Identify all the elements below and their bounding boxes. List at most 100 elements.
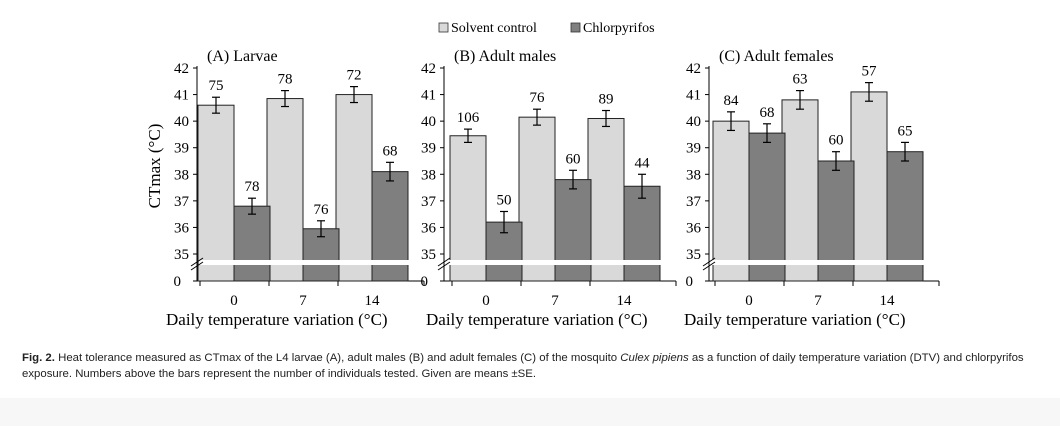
bar-solvent-control: [587, 117, 625, 282]
y-tick-label: 37: [174, 194, 190, 210]
x-axis-label: Daily temperature variation (°C): [166, 310, 388, 329]
y-tick-label: 35: [686, 247, 701, 263]
axis-break-band: [199, 260, 424, 265]
y-tick-label: 38: [174, 167, 189, 183]
n-label: 68: [760, 105, 775, 121]
x-tick-label: 0: [745, 293, 753, 309]
y-tick-label-zero: 0: [421, 274, 429, 290]
y-tick-label: 39: [686, 141, 701, 157]
chart-panel-1: 35 36 37 38 39 40 41 42 0 (B) Adult males 106 76 89 5…: [421, 48, 677, 329]
n-label: 63: [793, 72, 808, 88]
n-label: 89: [599, 92, 614, 108]
n-label: 106: [457, 110, 480, 126]
n-label: 68: [383, 143, 398, 159]
legend-swatch-solvent-control: [438, 22, 449, 33]
bar-chlorpyrifos: [886, 151, 924, 282]
n-label: 76: [314, 202, 330, 218]
caption-text-after: as a function of daily temperature varia…: [22, 352, 1024, 380]
y-tick-label: 35: [174, 247, 189, 263]
y-tick-label: 40: [174, 114, 189, 130]
y-tick-label: 39: [421, 141, 436, 157]
y-tick-label: 42: [421, 61, 436, 77]
bar-solvent-control: [781, 99, 819, 282]
axis-break-mark: [190, 257, 204, 267]
bar-solvent-control: [266, 98, 304, 282]
y-tick-label: 35: [421, 247, 436, 263]
y-tick-label: 41: [174, 88, 189, 104]
panel-title: (A) Larvae: [207, 48, 278, 65]
bar-solvent-control: [712, 120, 750, 282]
caption-text-before: Heat tolerance measured as CTmax of the …: [58, 352, 618, 364]
panel-title: (C) Adult females: [719, 48, 834, 65]
bar-solvent-control: [335, 94, 373, 282]
y-tick-label: 37: [421, 194, 437, 210]
n-label: 84: [724, 93, 740, 109]
bar-chlorpyrifos: [748, 132, 786, 282]
n-label: 57: [862, 64, 878, 80]
chart-legend: Solvent control Chlorpyrifos: [438, 21, 655, 36]
axis-break-band: [446, 260, 676, 265]
y-tick-label: 36: [686, 220, 702, 236]
axis-break-band: [711, 260, 939, 265]
y-tick-label: 38: [421, 167, 436, 183]
y-tick-label: 39: [174, 141, 189, 157]
n-label: 75: [209, 78, 224, 94]
y-tick-label: 36: [174, 220, 190, 236]
x-tick-label: 7: [814, 293, 822, 309]
axis-break-mark: [437, 261, 451, 271]
y-tick-label: 37: [686, 194, 702, 210]
y-tick-label: 38: [686, 167, 701, 183]
caption-species: Culex pipiens: [620, 352, 689, 364]
n-label: 60: [566, 151, 581, 167]
x-tick-label: 7: [299, 293, 307, 309]
x-axis-label: Daily temperature variation (°C): [426, 310, 648, 329]
n-label: 60: [829, 133, 844, 149]
figure-caption: Fig. 2. Heat tolerance measured as CTmax…: [22, 350, 1052, 382]
n-label: 78: [245, 179, 260, 195]
bar-chlorpyrifos: [233, 205, 271, 282]
bar-chlorpyrifos: [554, 179, 592, 282]
legend-label-solvent-control: Solvent control: [451, 21, 537, 36]
x-tick-label: 7: [551, 293, 559, 309]
x-axis-label: Daily temperature variation (°C): [684, 310, 906, 329]
axis-break-mark: [702, 261, 716, 271]
axis-break-mark: [437, 257, 451, 267]
figure-chart: Solvent control Chlorpyrifos 35 36 37 38 39 4…: [145, 21, 940, 329]
legend-label-chlorpyrifos: Chlorpyrifos: [583, 21, 655, 36]
axis-break-mark: [190, 261, 204, 271]
y-tick-label: 42: [686, 61, 701, 77]
y-tick-label: 41: [686, 88, 701, 104]
chart-panel-2: 35 36 37 38 39 40 41 42 0 (C) Adult females 84 63 57…: [684, 48, 940, 329]
y-axis-label: CTmax (°C): [145, 124, 164, 209]
axis-break-mark: [702, 257, 716, 267]
chart-panel-0: 35 36 37 38 39 40 41 42 0 (A) Larvae 75 78 72 78 76 68 0…: [145, 48, 425, 329]
bar-solvent-control: [518, 116, 556, 282]
y-tick-label: 40: [421, 114, 436, 130]
n-label: 78: [278, 72, 293, 88]
y-tick-label: 42: [174, 61, 189, 77]
n-label: 44: [635, 155, 651, 171]
y-tick-label: 40: [686, 114, 701, 130]
n-label: 50: [497, 192, 512, 208]
x-tick-label: 14: [617, 293, 633, 309]
x-tick-label: 0: [230, 293, 238, 309]
bar-chlorpyrifos: [302, 228, 340, 282]
caption-label: Fig. 2.: [22, 352, 55, 364]
x-tick-label: 0: [482, 293, 490, 309]
bar-solvent-control: [197, 104, 235, 282]
legend-swatch-chlorpyrifos: [570, 22, 581, 33]
y-tick-label-zero: 0: [686, 274, 694, 290]
panel-title: (B) Adult males: [454, 48, 556, 65]
x-tick-label: 14: [365, 293, 381, 309]
x-tick-label: 14: [880, 293, 896, 309]
y-tick-label-zero: 0: [174, 274, 182, 290]
n-label: 76: [530, 90, 546, 106]
bar-solvent-control: [449, 135, 487, 282]
bar-chlorpyrifos: [623, 185, 661, 282]
bar-solvent-control: [850, 91, 888, 282]
n-label: 72: [347, 68, 362, 84]
y-tick-label: 41: [421, 88, 436, 104]
y-tick-label: 36: [421, 220, 437, 236]
page-bottom-band: [0, 398, 1060, 426]
n-label: 65: [898, 123, 913, 139]
